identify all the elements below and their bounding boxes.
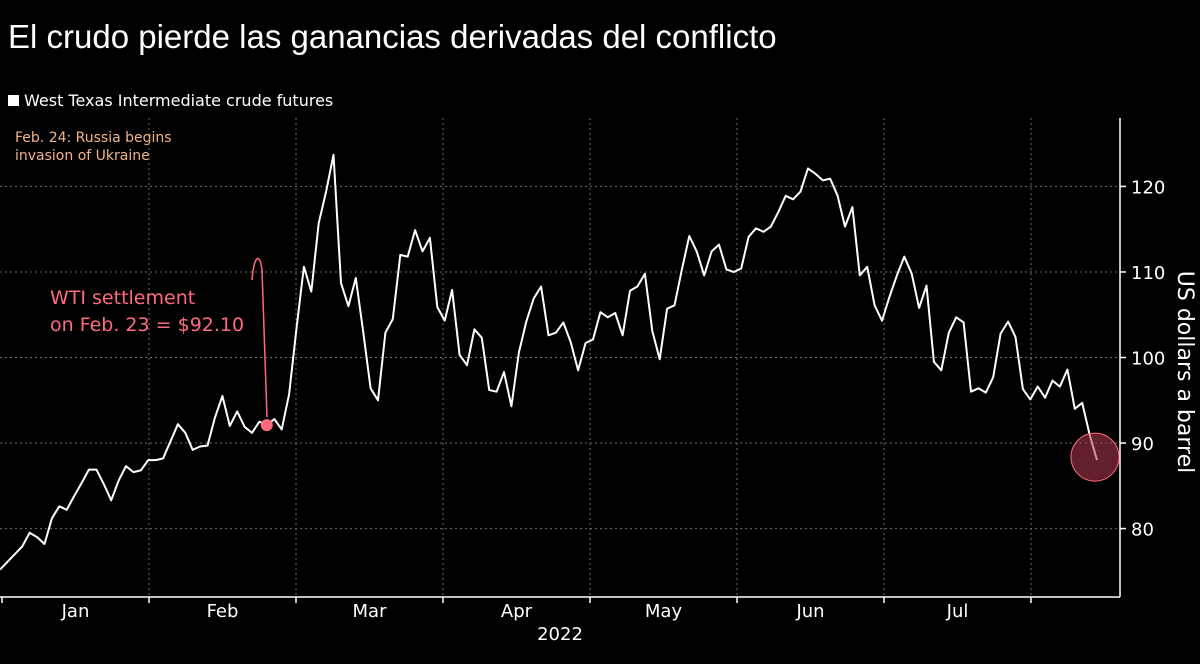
x-tick-label-may: May	[645, 601, 683, 622]
y-tick-label-100: 100	[1131, 349, 1165, 370]
legend-label: West Texas Intermediate crude futures	[24, 91, 334, 110]
x-tick-label-jul: Jul	[946, 601, 969, 622]
legend: West Texas Intermediate crude futures	[8, 91, 333, 110]
settlement-annotation-line-2: on Feb. 23 = $92.10	[50, 314, 244, 336]
series-west-texas-intermediate	[0, 153, 1098, 571]
invasion-annotation-line-2: invasion of Ukraine	[15, 148, 150, 164]
x-tick-label-mar: Mar	[353, 601, 388, 622]
settlement-marker	[260, 419, 273, 432]
y-tick-label-120: 120	[1131, 177, 1165, 198]
legend-swatch	[8, 95, 19, 106]
y-tick-label-90: 90	[1131, 434, 1154, 455]
series-line	[0, 153, 1098, 571]
y-tick-labels: 80 90 100 110 120	[1131, 177, 1165, 540]
y-tick-label-110: 110	[1131, 263, 1165, 284]
x-tick-label-feb: Feb	[207, 601, 239, 622]
x-tick-label-jun: Jun	[795, 601, 824, 622]
x-tick-label-jan: Jan	[61, 601, 90, 622]
settlement-annotation: WTI settlement on Feb. 23 = $92.10	[50, 287, 244, 336]
latest-value-highlight	[1070, 432, 1120, 482]
chart-title: El crudo pierde las ganancias derivadas …	[8, 18, 777, 55]
x-tick-label-apr: Apr	[501, 601, 533, 622]
invasion-annotation-line-1: Feb. 24: Russia begins	[15, 130, 172, 146]
markers	[251, 257, 1120, 482]
year-label: 2022	[537, 624, 583, 645]
grid-lines	[0, 118, 1120, 597]
settlement-annotation-line-1: WTI settlement	[50, 287, 195, 309]
settlement-arrow	[251, 257, 268, 418]
y-axis-label: US dollars a barrel	[1172, 271, 1197, 473]
y-tick-label-80: 80	[1131, 520, 1154, 541]
axes	[0, 118, 1126, 603]
invasion-annotation: Feb. 24: Russia begins invasion of Ukrai…	[15, 129, 172, 165]
x-tick-labels: Jan Feb Mar Apr May Jun Jul	[61, 601, 969, 622]
